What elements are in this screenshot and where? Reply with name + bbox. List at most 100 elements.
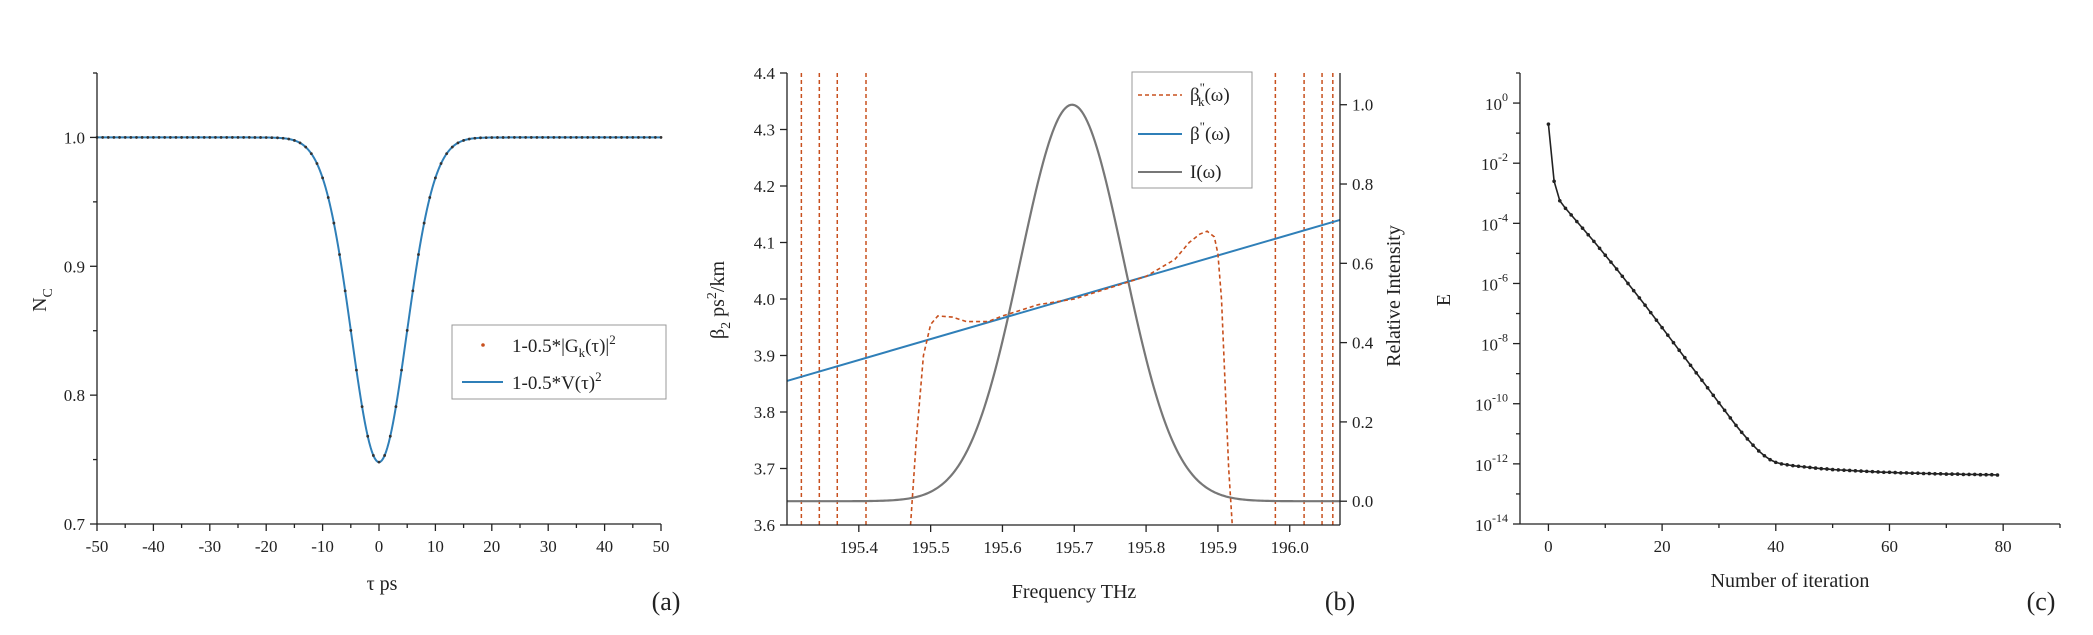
panel-b-xtick-label: 195.4 <box>840 538 879 557</box>
series-error-point <box>1665 333 1670 337</box>
panel-a-xtick-label: -40 <box>142 537 165 556</box>
panel-b-legend-box <box>1131 71 1253 189</box>
series-error-point <box>1569 213 1573 217</box>
series-error-point <box>1620 274 1625 279</box>
series-point-gk <box>332 221 336 225</box>
series-error-point <box>1785 462 1789 467</box>
series-point-gk <box>247 136 251 139</box>
panel-b-ylabel-main: β <box>707 329 729 339</box>
series-point-gk <box>214 136 217 139</box>
series-error-point <box>1864 469 1869 474</box>
panel-b-ytick-right-label: 0.6 <box>1352 254 1373 273</box>
series-error-point <box>1700 378 1704 383</box>
series-error-point <box>1893 470 1897 475</box>
panel-b-ylabel-end: /km <box>707 261 729 293</box>
series-beta-k <box>909 230 1234 526</box>
series-point-gk <box>152 136 155 139</box>
series-error-point <box>1950 472 1954 476</box>
series-error-point <box>1853 468 1858 473</box>
legend-gk-sub: k <box>579 345 586 360</box>
series-error-point <box>1859 469 1863 473</box>
series-error-point <box>1546 122 1551 126</box>
series-point-gk <box>659 136 663 139</box>
series-error-point <box>1910 471 1915 475</box>
series-error-point <box>1802 465 1807 469</box>
series-point-gk <box>653 136 657 139</box>
panel-a-ylabel: NC <box>29 288 56 312</box>
series-error-point <box>1654 318 1659 322</box>
panel-b-ytick-label: 4.1 <box>754 234 775 253</box>
panel-c-ytick-exponent: -12 <box>1492 451 1508 465</box>
panel-b-legend: β" k(ω) β"(ω) I(ω) <box>1131 71 1253 189</box>
series-point-gk <box>603 136 606 139</box>
panel-a-xtick-label: -50 <box>86 537 109 556</box>
series-error-point <box>1762 453 1767 458</box>
panel-c-xtick-label: 80 <box>1995 537 2012 556</box>
series-point-gk <box>580 136 584 139</box>
series-point-gk <box>225 136 229 139</box>
series-point-gk <box>281 136 285 140</box>
series-point-gk <box>135 136 138 139</box>
panel-c-ytick-exponent: -2 <box>1498 150 1508 164</box>
panel-b-ytick-label: 4.4 <box>754 64 776 83</box>
series-point-gk <box>620 136 623 139</box>
series-point-gk <box>174 136 178 139</box>
series-point-gk <box>377 460 381 464</box>
series-error-point <box>1819 466 1824 471</box>
series-error-point <box>1978 472 1983 477</box>
legend-beta-k-sup: " <box>1200 80 1205 95</box>
panel-c-ytick-exponent: -8 <box>1498 331 1508 345</box>
legend-gk-rest: (τ)| <box>585 336 609 357</box>
panel-b-xtick-label: 196.0 <box>1271 538 1309 557</box>
series-point-gk <box>405 328 409 332</box>
series-point-gk <box>309 152 313 156</box>
panel-c-ytick-label: 10-8 <box>1481 331 1508 355</box>
series-point-gk <box>366 434 370 438</box>
series-point-gk <box>264 136 268 139</box>
series-point-gk <box>123 136 127 139</box>
legend-beta-k-rest: (ω) <box>1204 85 1229 106</box>
legend-beta-main: β <box>1190 124 1200 145</box>
series-error-point <box>1722 408 1727 413</box>
series-point-gk <box>287 137 291 141</box>
panel-a-legend: 1-0.5*|Gk(τ)|2 1-0.5*V(τ)2 <box>451 324 667 400</box>
series-error-point <box>1995 473 2000 477</box>
series-point-gk <box>450 145 454 149</box>
series-point-gk <box>625 136 629 139</box>
series-error-point <box>1808 465 1812 470</box>
series-point-gk <box>648 136 652 139</box>
legend-label-beta: β"(ω) <box>1190 119 1230 145</box>
panel-b-ytick-label: 3.8 <box>754 403 775 422</box>
series-error-point <box>1739 430 1744 435</box>
series-error-point <box>1847 468 1852 473</box>
series-point-gk <box>146 136 150 139</box>
series-error-point <box>1876 470 1880 474</box>
panel-c-xtick-label: 60 <box>1881 537 1898 556</box>
series-error-point <box>1592 239 1596 244</box>
panel-c-ytick-label: 10-6 <box>1481 270 1508 294</box>
panel-a: -50 -40 -30 -20 -10 0 10 20 30 40 50 0.7 0.8 0.9 1.0 τ… <box>29 72 680 616</box>
series-error-point <box>1830 467 1835 472</box>
series-point-gk <box>501 136 505 139</box>
panel-b-ytick-label: 4.0 <box>754 290 775 309</box>
series-point-gk <box>552 136 556 139</box>
series-point-gk <box>631 136 635 139</box>
series-point-gk <box>140 136 144 139</box>
series-point-gk <box>417 253 420 256</box>
panel-b-ylabel: β2 ps2/km <box>705 261 734 340</box>
series-error-point <box>1989 472 1994 477</box>
series-error-point <box>1643 303 1647 307</box>
series-point-gk <box>112 136 116 139</box>
legend-label-beta-k: β" k(ω) <box>1190 80 1230 109</box>
panel-b-xtick-label: 195.9 <box>1199 538 1237 557</box>
series-point-gk <box>230 136 234 139</box>
series-point-gk <box>535 136 539 139</box>
series-error-point <box>1751 443 1755 448</box>
panel-c-xtick-label: 40 <box>1767 537 1784 556</box>
series-point-gk <box>479 136 482 140</box>
panel-b-plot-area <box>786 73 1341 526</box>
series-point-gk <box>168 136 172 139</box>
panel-c-ytick-label: 10-2 <box>1481 150 1508 174</box>
series-error-point <box>1938 471 1943 476</box>
series-error-point <box>1881 470 1886 475</box>
